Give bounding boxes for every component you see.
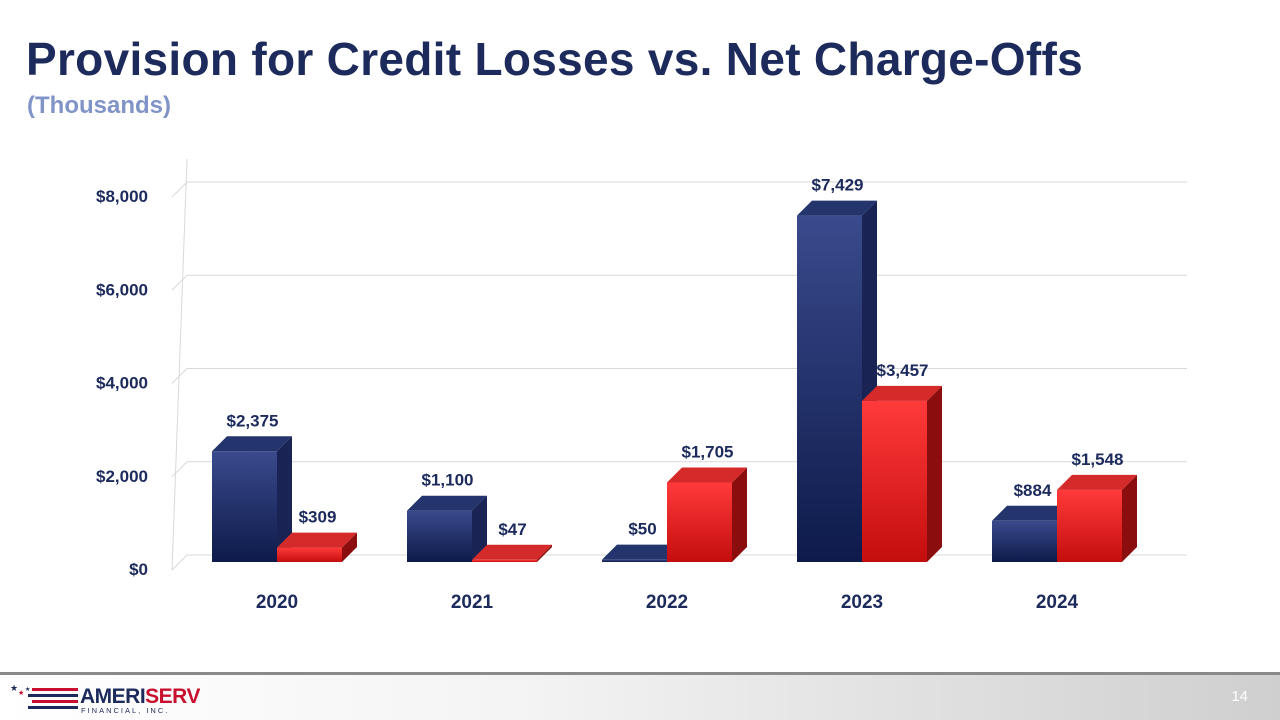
y-tick-label: $0: [129, 560, 148, 579]
company-logo: ★ ★ ★ AMERISERV FINANCIAL, INC.: [10, 684, 200, 715]
charge-off-data-label: $47: [498, 520, 526, 539]
x-category-label: 2022: [646, 592, 688, 613]
charge-off-bar: [667, 467, 747, 562]
x-category-label: 2020: [256, 592, 298, 613]
svg-text:★: ★: [25, 686, 30, 693]
stars-icon: ★ ★ ★: [10, 684, 30, 697]
gridline: [171, 368, 1187, 384]
y-tick-label: $6,000: [96, 280, 148, 299]
y-tick-label: $8,000: [96, 187, 148, 206]
y-tick-label: $4,000: [96, 374, 148, 393]
provision-bar: [407, 495, 487, 562]
charge-off-data-label: $309: [299, 508, 337, 527]
charge-off-bar: [1057, 474, 1137, 562]
provision-data-label: $1,100: [422, 471, 474, 490]
x-category-label: 2023: [841, 592, 883, 613]
logo-tagline: FINANCIAL, INC.: [81, 706, 169, 715]
logo-name-blue: AMERI: [80, 685, 145, 708]
gridline: [171, 181, 1187, 198]
page-number: 14: [1231, 688, 1248, 705]
x-category-label: 2021: [451, 592, 494, 613]
slide-subtitle: (Thousands): [27, 92, 171, 119]
svg-text:AMERISERV: AMERISERV: [80, 685, 200, 708]
bar-chart: $0 $2,000 $4,000 $6,000 $8,000 2020 2021 2022 20…: [96, 158, 1187, 613]
footer-bar: [0, 672, 1280, 720]
charge-off-data-label: $3,457: [877, 361, 929, 380]
svg-text:★: ★: [18, 689, 24, 697]
provision-data-label: $2,375: [227, 411, 279, 430]
provision-bar: [212, 436, 292, 562]
charge-off-bar: [862, 385, 942, 562]
charge-off-bar: [472, 544, 552, 562]
provision-data-label: $7,429: [812, 176, 864, 195]
charge-off-bar: [277, 532, 357, 562]
charge-off-data-label: $1,705: [682, 443, 734, 462]
stripes-icon: [28, 688, 78, 709]
gridline: [171, 274, 1187, 291]
x-category-label: 2024: [1036, 592, 1079, 613]
charge-off-data-label: $1,548: [1072, 450, 1124, 469]
slide-title: Provision for Credit Losses vs. Net Char…: [26, 33, 1084, 85]
y-tick-label: $2,000: [96, 467, 148, 486]
provision-data-label: $50: [628, 520, 656, 539]
provision-data-label: $884: [1014, 481, 1052, 500]
svg-text:★: ★: [10, 684, 18, 694]
logo-name-red: SERV: [145, 685, 200, 708]
